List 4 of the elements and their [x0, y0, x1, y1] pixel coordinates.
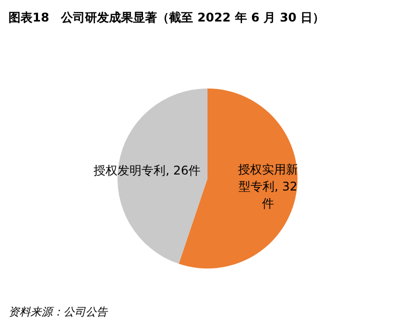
chart-title: 图表18 公司研发成果显著（截至 2022 年 6 月 30 日） — [8, 10, 325, 24]
text: 资料来源：公司公告 — [8, 306, 108, 318]
slice-label: 授权实用新型专利, 32件 — [238, 162, 298, 210]
slice-label: 授权发明专利, 26件 — [94, 163, 201, 178]
